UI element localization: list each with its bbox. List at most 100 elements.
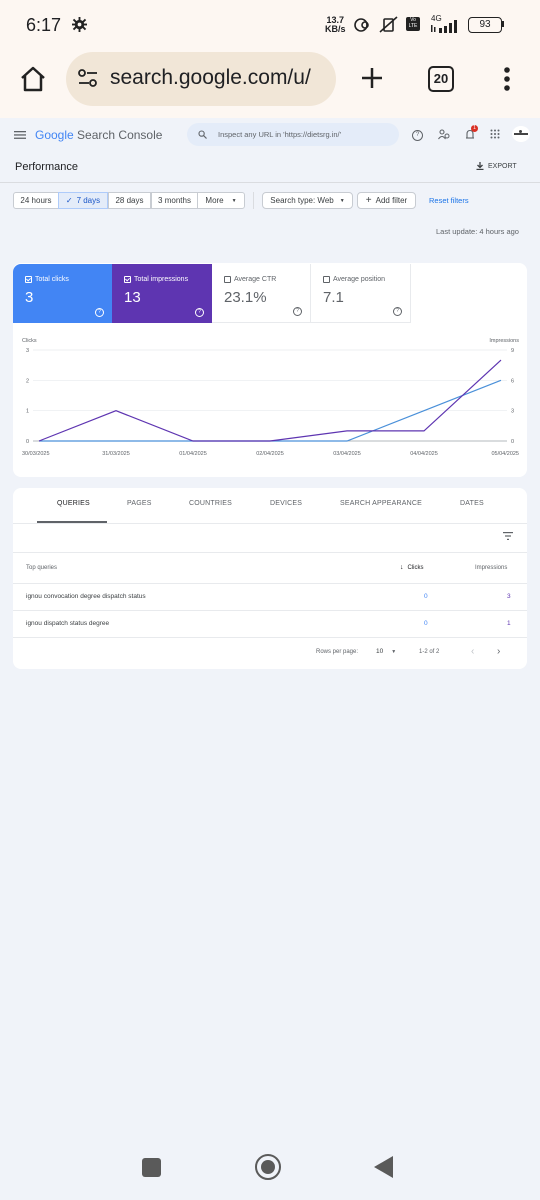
back-button-icon[interactable]: [373, 1155, 394, 1179]
chip-separator: [253, 192, 254, 209]
rows-per-page-label: Rows per page:: [316, 649, 359, 655]
chip-label: 3 months: [158, 196, 191, 205]
metric-average-position[interactable]: Average position 7.1 ?: [311, 264, 411, 323]
dropdown-caret-icon: ▼: [391, 648, 397, 655]
clock: 6:17: [26, 15, 62, 35]
tab-devices[interactable]: DEVICES: [270, 500, 303, 507]
metric-value: 23.1%: [224, 289, 267, 306]
search-type-label: Search type: Web: [270, 196, 334, 205]
status-bar: 6:17 13.7 KB/s Vo LTE 4G 93: [0, 0, 540, 50]
clicks-value: 0: [424, 620, 428, 627]
address-bar[interactable]: [66, 52, 336, 106]
column-header-clicks[interactable]: ↓ Clicks: [400, 564, 424, 571]
tab-queries[interactable]: QUERIES: [57, 500, 90, 507]
metric-total-impressions[interactable]: Total impressions 13 ?: [112, 264, 212, 323]
menu-icon[interactable]: [14, 131, 26, 139]
clicks-value: 0: [424, 593, 428, 600]
gsc-logo[interactable]: Google Search Console: [35, 128, 162, 142]
help-icon[interactable]: ?: [195, 308, 204, 317]
search-icon: [198, 130, 207, 139]
battery-tip: [502, 21, 504, 27]
right-tick-label: 9: [511, 348, 514, 354]
right-tick-label: 6: [511, 378, 514, 384]
checkbox-empty-icon: [323, 276, 330, 283]
tab-pages[interactable]: PAGES: [127, 500, 152, 507]
series-line-impressions: [38, 359, 502, 442]
x-tick-label: 01/04/2025: [179, 451, 207, 457]
account-avatar[interactable]: [512, 126, 530, 142]
column-header-top-queries: Top queries: [26, 565, 58, 571]
row-divider: [13, 583, 527, 584]
date-chip-3-months[interactable]: 3 months: [151, 192, 198, 209]
next-page-icon[interactable]: ›: [497, 646, 501, 657]
right-tick-label: 0: [511, 439, 514, 445]
chip-label: 24 hours: [20, 196, 52, 205]
reset-filters-link[interactable]: Reset filters: [429, 196, 469, 205]
row-divider: [13, 610, 527, 611]
metric-total-clicks[interactable]: Total clicks 3 ?: [13, 264, 112, 323]
date-chip-24-hours[interactable]: 24 hours: [13, 192, 59, 209]
tab-count: 20: [433, 71, 449, 86]
x-tick-label: 05/04/2025: [491, 451, 519, 457]
x-tick-label: 04/04/2025: [410, 451, 438, 457]
help-icon[interactable]: ?: [412, 130, 423, 141]
help-icon[interactable]: ?: [293, 307, 302, 316]
previous-page-icon[interactable]: ‹: [471, 646, 475, 657]
filter-list-icon[interactable]: [503, 532, 513, 540]
help-icon[interactable]: ?: [393, 307, 402, 316]
tab-dates[interactable]: DATES: [460, 500, 484, 507]
x-tick-label: 31/03/2025: [102, 451, 130, 457]
table-row[interactable]: ignou dispatch status degree 0 1: [13, 611, 527, 637]
vibrate-off-icon: [379, 16, 398, 33]
apps-grid-icon[interactable]: [490, 129, 500, 139]
tab-switcher-button[interactable]: 20: [428, 66, 454, 92]
home-button[interactable]: [255, 1154, 281, 1180]
notifications-bell-icon[interactable]: [465, 129, 475, 141]
metric-label: Total impressions: [134, 276, 189, 283]
tabs-divider: [13, 523, 527, 524]
help-icon[interactable]: ?: [95, 308, 104, 317]
metric-value: 3: [25, 289, 34, 306]
row-divider: [13, 637, 527, 638]
metric-average-ctr[interactable]: Average CTR 23.1% ?: [212, 264, 311, 323]
rows-per-page-select[interactable]: 10 ▼: [376, 648, 396, 655]
tab-search-appearance[interactable]: SEARCH APPEARANCE: [340, 500, 422, 507]
google-wordmark: Google: [35, 128, 74, 142]
pagination-range: 1-2 of 2: [419, 649, 440, 655]
left-tick-label: 2: [26, 378, 29, 384]
site-settings-icon[interactable]: [77, 68, 99, 88]
search-type-filter[interactable]: Search type: Web ▼: [262, 192, 353, 209]
url-text[interactable]: search.google.com/u/: [110, 66, 311, 89]
check-icon: ✓: [65, 196, 73, 205]
dropdown-caret-icon: ▼: [231, 197, 237, 204]
sort-descending-icon: ↓: [400, 564, 404, 571]
column-header-label: Clicks: [407, 564, 424, 571]
x-tick-label: 30/03/2025: [22, 451, 50, 457]
browser-menu-icon[interactable]: [502, 66, 512, 92]
home-button-dot: [261, 1160, 275, 1174]
impressions-value: 3: [507, 593, 511, 600]
right-axis-label: Impressions: [489, 338, 519, 344]
home-icon[interactable]: [19, 65, 47, 92]
date-chip-28-days[interactable]: 28 days: [108, 192, 151, 209]
export-label: EXPORT: [488, 162, 517, 170]
date-chip-more[interactable]: More ▼: [197, 192, 245, 209]
date-chip-7-days[interactable]: ✓ 7 days: [58, 192, 108, 209]
add-filter-button[interactable]: + Add filter: [357, 192, 416, 209]
new-tab-icon[interactable]: [360, 66, 384, 90]
column-header-impressions[interactable]: Impressions: [475, 565, 508, 571]
query-text: ignou dispatch status degree: [26, 620, 110, 627]
table-row[interactable]: ignou convocation degree dispatch status…: [13, 584, 527, 610]
product-name: Search Console: [77, 128, 163, 142]
network-speed: 13.7 KB/s: [325, 15, 346, 34]
inspect-url-placeholder: Inspect any URL in 'https://dietsrg.in/': [218, 130, 342, 139]
tab-countries[interactable]: COUNTRIES: [189, 500, 233, 507]
export-button[interactable]: EXPORT: [476, 162, 517, 170]
checkbox-empty-icon: [224, 276, 231, 283]
url-inspection-bar[interactable]: Inspect any URL in 'https://dietsrg.in/': [187, 123, 399, 146]
settings-gear-icon: [72, 17, 87, 32]
manage-users-icon[interactable]: [438, 129, 450, 140]
chip-label: 28 days: [115, 196, 144, 205]
recent-apps-button[interactable]: [142, 1158, 161, 1177]
last-update-text: Last update: 4 hours ago: [436, 227, 519, 236]
